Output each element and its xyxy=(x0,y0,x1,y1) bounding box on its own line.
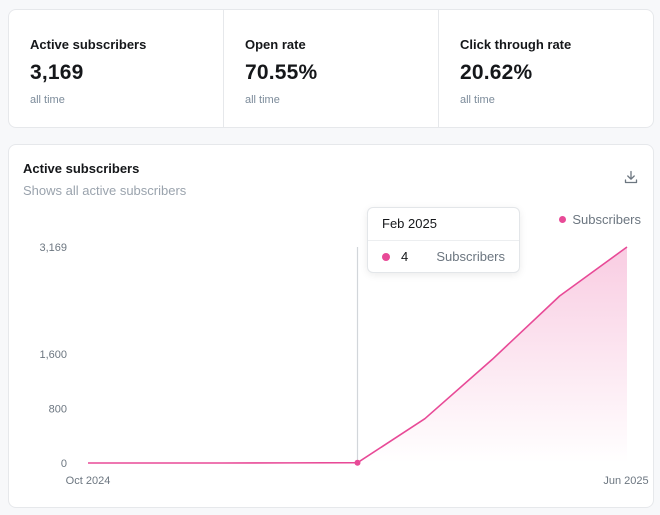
download-icon xyxy=(624,170,638,184)
stat-active-subscribers[interactable]: Active subscribers 3,169 all time xyxy=(9,10,223,127)
stat-label: Click through rate xyxy=(460,37,572,52)
download-button[interactable] xyxy=(621,167,641,187)
chart-legend[interactable]: Subscribers xyxy=(559,212,641,227)
y-tick-label: 3,169 xyxy=(39,242,67,254)
y-tick-label: 0 xyxy=(61,458,67,470)
x-tick-label: Jun 2025 xyxy=(603,475,648,487)
stat-value: 20.62% xyxy=(460,61,533,84)
stat-value: 3,169 xyxy=(30,61,84,84)
chart-tooltip: Feb 2025 4 Subscribers xyxy=(367,207,520,273)
tooltip-value: 4 xyxy=(401,249,409,264)
tooltip-date: Feb 2025 xyxy=(382,216,437,231)
legend-label: Subscribers xyxy=(572,212,641,227)
stat-label: Active subscribers xyxy=(30,37,147,52)
y-tick-label: 1,600 xyxy=(39,349,67,361)
tooltip-series-label: Subscribers xyxy=(436,249,505,264)
y-tick-label: 800 xyxy=(49,403,67,415)
chart-card: Active subscribers Shows all active subs… xyxy=(8,144,654,508)
tooltip-divider xyxy=(368,240,519,241)
stat-period: all time xyxy=(30,94,65,106)
series-area xyxy=(88,247,627,463)
stat-open-rate[interactable]: Open rate 70.55% all time xyxy=(223,10,438,127)
chart-title: Active subscribers xyxy=(23,161,140,176)
stats-card: Active subscribers 3,169 all time Open r… xyxy=(8,9,654,128)
tooltip-series-dot xyxy=(382,253,390,261)
legend-dot xyxy=(559,216,567,223)
stat-value: 70.55% xyxy=(245,61,318,84)
stat-period: all time xyxy=(460,94,495,106)
chart-subtitle: Shows all active subscribers xyxy=(23,183,187,198)
x-tick-label: Oct 2024 xyxy=(66,475,111,487)
stat-click-through-rate[interactable]: Click through rate 20.62% all time xyxy=(438,10,653,127)
stat-label: Open rate xyxy=(245,37,306,52)
stat-period: all time xyxy=(245,94,280,106)
hover-point xyxy=(354,459,361,466)
area-chart[interactable]: 0 800 1,600 3,169 Oct 2024 Jun 2025 xyxy=(9,145,655,509)
